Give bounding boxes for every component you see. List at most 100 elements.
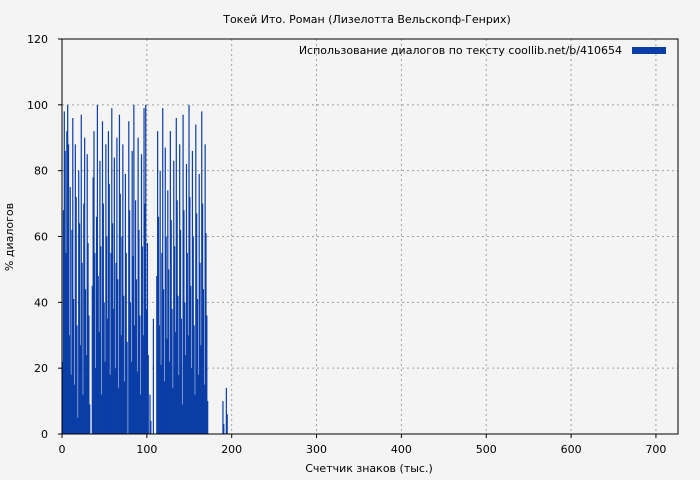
bar xyxy=(199,262,201,434)
bar xyxy=(174,246,176,435)
bar xyxy=(182,114,184,435)
bar xyxy=(106,236,108,434)
bar xyxy=(95,216,98,434)
bar xyxy=(147,355,149,434)
bar xyxy=(75,197,77,434)
bar xyxy=(178,374,180,434)
bar xyxy=(152,318,154,434)
bar xyxy=(70,374,72,434)
bar xyxy=(185,164,188,434)
bar xyxy=(117,279,119,434)
bar xyxy=(129,302,132,434)
y-ticks: 0 20 40 60 80 100 120 xyxy=(27,33,62,441)
bar xyxy=(169,131,171,435)
bar xyxy=(195,124,197,434)
x-tick-label: 700 xyxy=(645,443,666,456)
bar xyxy=(168,269,170,434)
bar xyxy=(145,104,147,434)
bar xyxy=(123,295,125,434)
legend: Использование диалогов по тексту coollib… xyxy=(299,44,666,57)
bars xyxy=(62,104,228,435)
bar xyxy=(165,236,167,434)
bar xyxy=(69,187,71,435)
bar xyxy=(67,144,70,434)
bar xyxy=(140,394,142,434)
bar xyxy=(96,104,98,434)
bar xyxy=(204,144,206,434)
bar xyxy=(133,104,135,434)
bar xyxy=(110,252,112,434)
legend-label: Использование диалогов по тексту coollib… xyxy=(299,44,622,57)
bar xyxy=(185,355,187,434)
bar xyxy=(121,236,123,434)
bar xyxy=(176,200,178,434)
y-tick-label: 100 xyxy=(27,99,48,112)
bar xyxy=(74,144,76,434)
bar xyxy=(66,131,68,435)
bar xyxy=(107,131,110,435)
bar xyxy=(201,111,203,435)
bar xyxy=(205,233,207,434)
x-tick-label: 100 xyxy=(136,443,157,456)
bar xyxy=(223,424,225,435)
bar xyxy=(134,200,137,434)
x-ticks: 0 100 200 300 400 500 600 700 xyxy=(59,434,666,456)
bar xyxy=(78,170,80,435)
x-tick-label: 200 xyxy=(221,443,242,456)
bar xyxy=(84,289,87,434)
bar xyxy=(64,150,66,435)
bar xyxy=(87,243,89,434)
bar xyxy=(175,118,177,434)
x-tick-label: 300 xyxy=(306,443,327,456)
bar xyxy=(122,144,124,434)
bar xyxy=(146,243,149,434)
bar xyxy=(82,394,84,434)
bar xyxy=(76,325,78,435)
bar xyxy=(193,325,195,435)
bar xyxy=(206,315,208,434)
bar xyxy=(181,404,183,435)
bar xyxy=(128,121,130,434)
bar xyxy=(89,404,91,435)
y-tick-label: 0 xyxy=(41,428,48,441)
bar xyxy=(187,335,189,434)
bar xyxy=(173,160,175,435)
bar xyxy=(140,154,143,434)
bar xyxy=(109,374,111,434)
bar xyxy=(62,210,65,434)
bar xyxy=(86,154,88,434)
bar xyxy=(207,401,209,434)
bar xyxy=(81,262,83,434)
bar xyxy=(226,414,228,434)
bar xyxy=(63,111,65,435)
bar xyxy=(115,262,117,434)
bar xyxy=(73,384,76,435)
bar xyxy=(190,368,193,434)
bar xyxy=(170,220,172,434)
bar xyxy=(164,147,166,435)
bar xyxy=(196,213,198,434)
bar xyxy=(129,210,131,434)
bar xyxy=(124,173,126,434)
x-tick-label: 0 xyxy=(59,443,66,456)
bar xyxy=(77,417,79,434)
bar xyxy=(198,173,200,434)
bar xyxy=(108,183,110,434)
bar xyxy=(93,131,95,435)
bar xyxy=(138,229,140,434)
bar xyxy=(190,285,192,435)
bar xyxy=(150,420,152,434)
bar xyxy=(65,252,67,434)
bar xyxy=(120,335,122,434)
bar xyxy=(113,157,115,434)
bar xyxy=(114,368,116,434)
bar xyxy=(171,308,173,434)
bar xyxy=(202,203,204,434)
bar xyxy=(162,108,164,435)
bar xyxy=(180,318,182,434)
bar xyxy=(139,315,141,434)
bar xyxy=(225,387,227,434)
bar xyxy=(167,190,169,434)
bar xyxy=(119,193,121,434)
